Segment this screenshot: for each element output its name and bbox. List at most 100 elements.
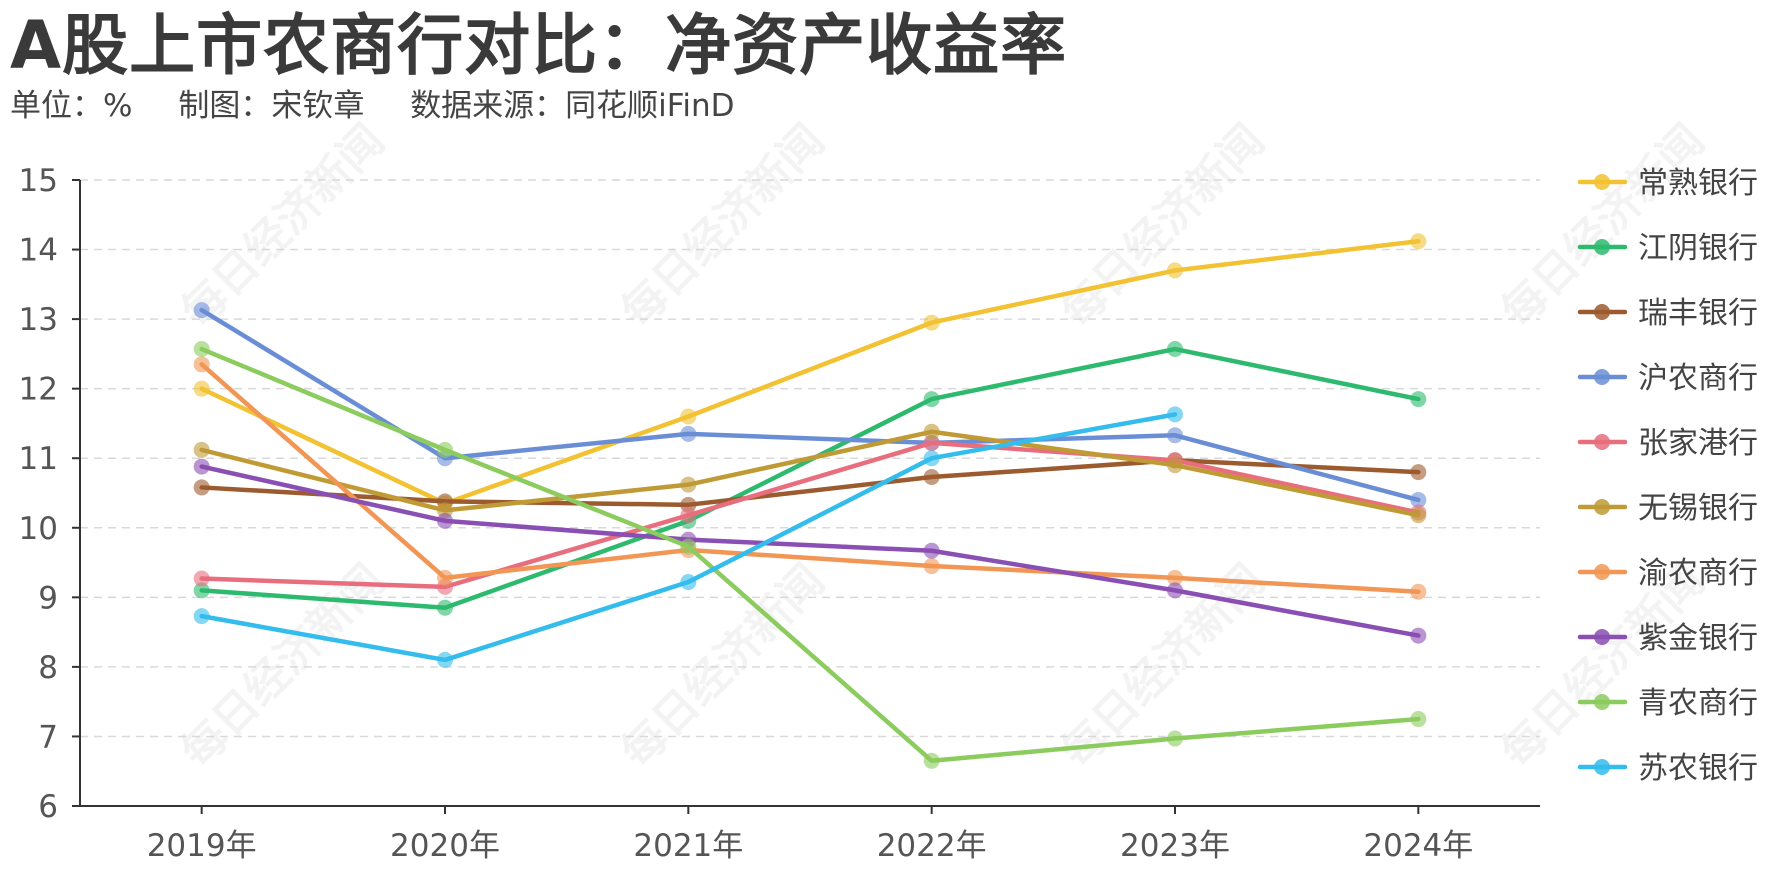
y-tick-label: 13 xyxy=(19,302,58,338)
data-point xyxy=(1167,341,1183,358)
data-point xyxy=(1410,507,1427,524)
axes: 6 7 8 9 10 11 12 13 14 15 2019年 2020年 2021年 2022年 2023… xyxy=(19,163,1540,864)
legend-label: 张家港行 xyxy=(1638,426,1758,461)
legend-swatch-marker xyxy=(1594,499,1610,515)
x-tick-label: 2019年 xyxy=(147,828,257,864)
y-tick-label: 9 xyxy=(38,580,58,616)
legend-item: 张家港行 xyxy=(1577,426,1758,461)
data-point xyxy=(193,441,210,458)
chart-subtitle: 单位：% 制图：宋钦章 数据来源：同花顺iFinD xyxy=(10,86,771,126)
legend-label: 紫金银行 xyxy=(1638,621,1758,656)
chart-title: A股上市农商行对比：净资产收益率 xyxy=(10,7,1068,84)
series-青农商行 xyxy=(193,341,1427,769)
legend-item: 江阴银行 xyxy=(1577,231,1758,266)
series-常熟银行 xyxy=(193,233,1427,512)
x-tick-label: 2021年 xyxy=(633,828,743,864)
series-layer xyxy=(193,233,1427,769)
data-point xyxy=(923,314,940,331)
legend-item: 沪农商行 xyxy=(1577,361,1758,396)
watermark-text: 每日经济新闻 xyxy=(612,115,835,338)
data-point xyxy=(193,570,210,587)
legend-label: 瑞丰银行 xyxy=(1638,296,1758,331)
data-point xyxy=(193,458,210,475)
series-line xyxy=(199,362,1421,595)
y-tick-label: 6 xyxy=(38,789,58,825)
legend-swatch-marker xyxy=(1594,174,1610,190)
legend-swatch-marker xyxy=(1594,694,1610,710)
data-point xyxy=(437,599,453,616)
data-point xyxy=(923,542,940,559)
series-line xyxy=(199,429,1421,518)
y-tick-label: 11 xyxy=(19,441,58,477)
data-point xyxy=(437,512,453,529)
data-point xyxy=(680,507,697,524)
x-tick-label: 2020年 xyxy=(390,828,500,864)
data-point xyxy=(1410,391,1427,408)
data-point xyxy=(1410,627,1427,644)
data-point xyxy=(437,441,453,458)
data-point xyxy=(1167,262,1183,279)
data-point xyxy=(923,558,940,575)
data-point xyxy=(1410,711,1427,728)
data-point xyxy=(1167,427,1183,444)
legend-item: 无锡银行 xyxy=(1577,491,1758,526)
data-point xyxy=(1410,583,1427,600)
data-point xyxy=(193,479,210,496)
legend-label: 青农商行 xyxy=(1638,686,1758,721)
data-point xyxy=(680,408,697,425)
data-point xyxy=(193,356,210,373)
data-point xyxy=(1410,491,1427,508)
legend-item: 渝农商行 xyxy=(1577,556,1758,591)
data-point xyxy=(1167,406,1183,423)
legend-label: 苏农银行 xyxy=(1638,751,1758,786)
legend-item: 苏农银行 xyxy=(1577,751,1758,786)
data-point xyxy=(193,608,210,625)
y-tick-label: 14 xyxy=(19,233,58,269)
legend-item: 紫金银行 xyxy=(1577,621,1758,656)
data-point xyxy=(1167,457,1183,474)
series-苏农银行 xyxy=(193,406,1183,668)
legend-label: 渝农商行 xyxy=(1638,556,1758,591)
data-point xyxy=(437,569,453,586)
legend-swatch-marker xyxy=(1594,759,1610,775)
x-tick-label: 2023年 xyxy=(1120,828,1230,864)
data-point xyxy=(923,391,940,408)
data-point xyxy=(1410,233,1427,250)
data-point xyxy=(923,752,940,769)
author-label: 制图：宋钦章 xyxy=(178,88,365,124)
data-point xyxy=(680,425,697,442)
y-tick-label: 12 xyxy=(19,372,58,408)
legend-label: 沪农商行 xyxy=(1638,361,1758,396)
y-tick-label: 7 xyxy=(38,719,58,755)
series-line xyxy=(199,464,1421,638)
x-tick-label: 2024年 xyxy=(1363,828,1473,864)
watermark-text: 每日经济新闻 xyxy=(1052,115,1275,338)
legend-item: 瑞丰银行 xyxy=(1577,296,1758,331)
data-point xyxy=(193,582,210,599)
legend-swatch-marker xyxy=(1594,629,1610,645)
data-point xyxy=(1167,569,1183,586)
data-point xyxy=(1167,730,1183,747)
data-point xyxy=(680,476,697,493)
data-point xyxy=(1167,582,1183,599)
legend-label: 无锡银行 xyxy=(1638,491,1758,526)
series-line xyxy=(199,346,1421,764)
data-point xyxy=(923,434,940,451)
data-point xyxy=(680,574,697,591)
legend-swatch-marker xyxy=(1594,304,1610,320)
series-line xyxy=(199,458,1421,508)
data-point xyxy=(680,538,697,555)
legend-swatch-marker xyxy=(1594,369,1610,385)
data-point xyxy=(1410,464,1427,481)
legend-label: 江阴银行 xyxy=(1638,231,1758,266)
data-point xyxy=(923,450,940,467)
y-tick-label: 8 xyxy=(38,650,58,686)
series-line xyxy=(199,238,1421,506)
y-tick-label: 15 xyxy=(19,163,58,199)
data-point xyxy=(923,469,940,486)
data-point xyxy=(437,651,453,668)
series-line xyxy=(199,440,1421,590)
watermark-layer: 每日经济新闻每日经济新闻每日经济新闻每日经济新闻每日经济新闻每日经济新闻每日经济… xyxy=(172,115,1715,778)
y-tick-label: 10 xyxy=(19,511,58,547)
legend-swatch-marker xyxy=(1594,239,1610,255)
